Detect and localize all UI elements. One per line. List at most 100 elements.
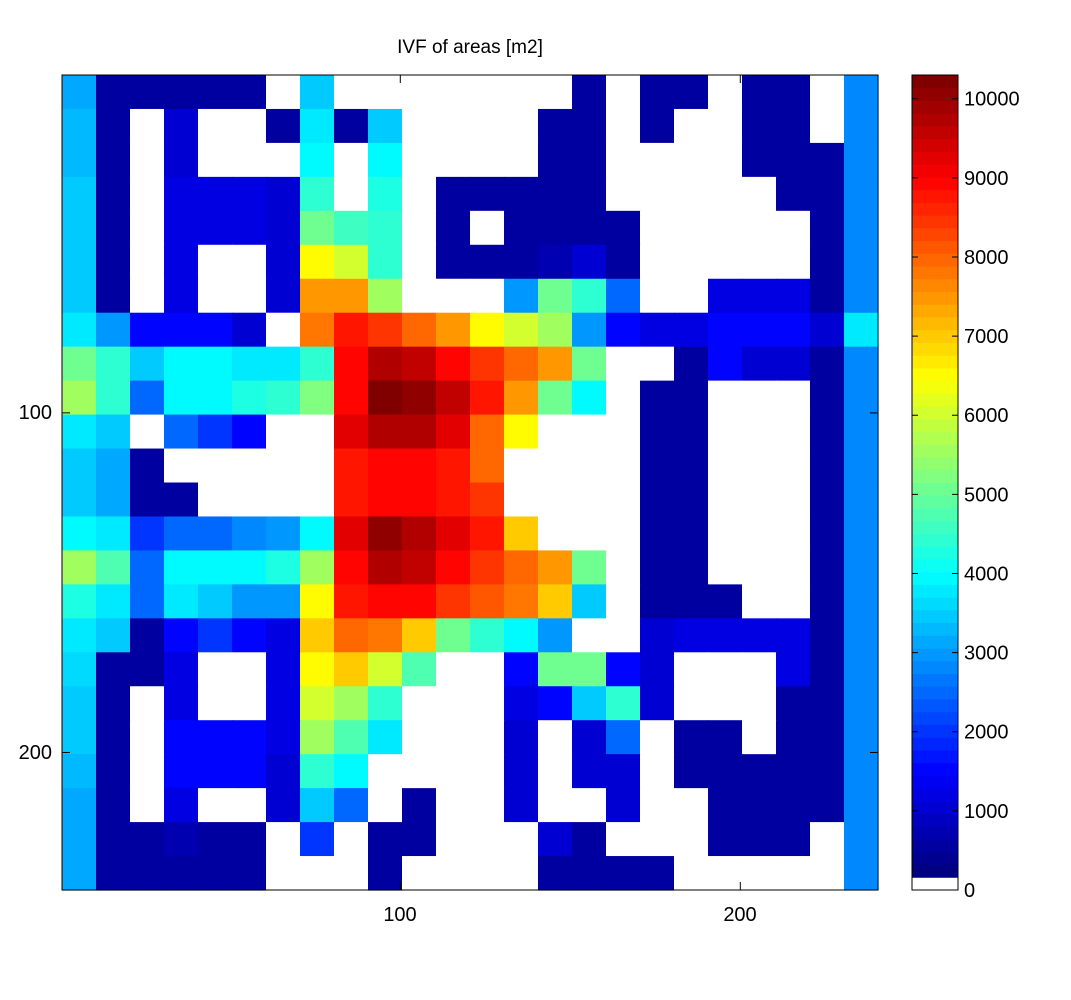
heatmap-cell (164, 550, 199, 585)
heatmap-cell (266, 720, 301, 755)
heatmap-cell (606, 822, 641, 857)
heatmap-cell (334, 108, 369, 144)
heatmap-cell (300, 482, 335, 518)
heatmap-cell (368, 210, 403, 246)
heatmap-cell (198, 210, 233, 246)
heatmap-cell (810, 652, 845, 687)
colorbar-label-6000: 6000 (964, 405, 1009, 427)
heatmap-cell (708, 618, 743, 653)
colorbar-band (912, 393, 958, 407)
colorbar-band (912, 227, 958, 242)
colorbar-band (912, 851, 958, 866)
heatmap-cell (232, 278, 267, 314)
heatmap-cell (606, 108, 641, 144)
heatmap-cell (742, 516, 777, 552)
heatmap-cell (266, 652, 301, 687)
heatmap-cell (470, 244, 505, 280)
heatmap-cell (640, 346, 675, 382)
heatmap-cell (504, 720, 539, 755)
heatmap-cell (640, 482, 675, 518)
heatmap-cell (776, 584, 811, 619)
heatmap-cell (776, 176, 811, 212)
heatmap-cell (130, 652, 165, 687)
heatmap-cell (402, 448, 437, 484)
heatmap-cell (776, 210, 811, 246)
heatmap-cell (130, 142, 165, 178)
heatmap-cell (810, 244, 845, 280)
heatmap-cell (538, 210, 573, 246)
heatmap-cell (164, 822, 199, 857)
heatmap-cell (266, 346, 301, 382)
heatmap-cell (708, 550, 743, 585)
colorbar-band (912, 125, 958, 140)
heatmap-cell (164, 108, 199, 144)
heatmap-cell (436, 822, 471, 857)
heatmap-cell (844, 414, 879, 450)
heatmap-cell (538, 108, 573, 144)
heatmap-cell (470, 448, 505, 484)
heatmap-cell (198, 856, 233, 891)
heatmap-cell (62, 856, 97, 891)
axis-ticks (62, 75, 878, 890)
colorbar-labels: 0 1000 2000 3000 4000 5000 6000 7000 800… (964, 89, 1020, 902)
heatmap-cell (334, 448, 369, 484)
heatmap-cell (674, 448, 709, 484)
heatmap-cell (708, 652, 743, 687)
colorbar-label-7000: 7000 (964, 326, 1009, 348)
heatmap-cell (742, 686, 777, 721)
x-tick-label-200: 200 (723, 904, 756, 926)
y-tick-label-100: 100 (19, 402, 52, 424)
heatmap-cell (606, 312, 641, 348)
heatmap-cell (436, 414, 471, 450)
colorbar-label-9000: 9000 (964, 168, 1009, 190)
heatmap-cell (470, 584, 505, 619)
heatmap-cell (470, 312, 505, 348)
heatmap-cell (572, 482, 607, 518)
heatmap-cell (470, 380, 505, 416)
heatmap-cell (810, 448, 845, 484)
heatmap-cell (844, 142, 879, 178)
heatmap-cell (674, 686, 709, 721)
heatmap-cell (368, 346, 403, 382)
heatmap-cell (164, 346, 199, 382)
heatmap-cell (436, 550, 471, 585)
heatmap-cell (538, 856, 573, 891)
heatmap-cell (742, 584, 777, 619)
heatmap-cell (844, 176, 879, 212)
heatmap-cell (232, 720, 267, 755)
heatmap-cell (436, 516, 471, 552)
heatmap-cell (504, 380, 539, 416)
heatmap-cell (164, 516, 199, 552)
heatmap-cell (538, 278, 573, 314)
heatmap-cell (62, 822, 97, 857)
heatmap-cell (130, 244, 165, 280)
heatmap-cell (606, 720, 641, 755)
heatmap-cell (742, 210, 777, 246)
heatmap-cell (504, 550, 539, 585)
heatmap-cell (62, 448, 97, 484)
heatmap-cell (232, 618, 267, 653)
colorbar-band (912, 291, 958, 305)
heatmap-cell (606, 754, 641, 789)
heatmap-cell (402, 550, 437, 585)
heatmap-cell (198, 822, 233, 857)
heatmap-cell (606, 550, 641, 585)
colorbar-band (912, 316, 958, 331)
heatmap-cell (198, 686, 233, 721)
heatmap-cell (776, 278, 811, 314)
heatmap-cell (300, 652, 335, 687)
heatmap-cell (776, 754, 811, 789)
heatmap-cell (810, 584, 845, 619)
heatmap-cell (640, 550, 675, 585)
heatmap-cell (708, 142, 743, 178)
heatmap-cell (776, 618, 811, 653)
heatmap-cell (368, 142, 403, 178)
heatmap-cell (266, 448, 301, 484)
heatmap-cell (164, 278, 199, 314)
heatmap-cell (130, 108, 165, 144)
colorbar-label-8000: 8000 (964, 247, 1009, 269)
colorbar-band (912, 100, 958, 114)
heatmap-cell (674, 108, 709, 144)
heatmap-cell (742, 652, 777, 687)
